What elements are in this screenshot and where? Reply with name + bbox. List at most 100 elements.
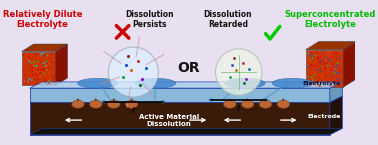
Point [319, 75, 325, 77]
Point [33, 55, 39, 57]
Point [305, 76, 311, 78]
Text: Electrode: Electrode [307, 114, 341, 119]
Point [45, 83, 51, 85]
Point [46, 80, 52, 82]
Point [318, 66, 324, 68]
Point [29, 74, 35, 77]
Point [41, 72, 47, 75]
Point [34, 83, 40, 85]
Point [310, 79, 316, 81]
Point [315, 58, 321, 60]
Point [48, 52, 54, 55]
Point [44, 54, 50, 57]
Point [315, 69, 321, 71]
Point [332, 71, 338, 74]
Point [119, 75, 125, 78]
Point [45, 62, 51, 64]
Point [34, 74, 40, 76]
Point [34, 53, 40, 55]
Point [334, 80, 340, 82]
Point [35, 60, 41, 63]
Ellipse shape [272, 78, 312, 88]
Point [40, 69, 46, 71]
Point [24, 65, 30, 67]
Point [322, 57, 328, 59]
Point [29, 70, 36, 72]
Point [51, 80, 57, 83]
Ellipse shape [107, 100, 120, 108]
Point [317, 56, 323, 58]
Point [31, 78, 37, 81]
Ellipse shape [277, 100, 290, 108]
Point [45, 65, 51, 67]
Point [31, 61, 37, 63]
Point [135, 60, 141, 62]
Polygon shape [56, 44, 68, 85]
Point [305, 63, 311, 66]
Point [227, 75, 233, 78]
Point [25, 80, 31, 83]
Point [312, 80, 318, 83]
Point [22, 80, 28, 82]
Ellipse shape [90, 100, 102, 108]
Point [30, 74, 36, 76]
Point [47, 79, 53, 81]
Point [327, 59, 333, 61]
Point [325, 65, 331, 67]
Point [313, 54, 319, 57]
Point [229, 64, 235, 66]
Point [34, 69, 40, 71]
Point [27, 69, 33, 72]
Point [310, 81, 316, 83]
Ellipse shape [242, 100, 254, 108]
Ellipse shape [223, 100, 236, 108]
Point [324, 62, 330, 64]
Circle shape [215, 49, 262, 95]
Point [27, 63, 33, 65]
Point [314, 57, 321, 59]
Point [313, 81, 319, 83]
Point [24, 78, 30, 80]
Point [45, 68, 51, 70]
Point [322, 73, 328, 76]
Point [37, 73, 43, 75]
Ellipse shape [259, 100, 272, 108]
Polygon shape [22, 44, 68, 51]
Point [246, 68, 253, 70]
Point [26, 60, 32, 63]
Point [318, 81, 324, 83]
Point [320, 60, 326, 63]
Point [320, 50, 326, 52]
Polygon shape [330, 96, 342, 135]
Point [328, 75, 334, 77]
Point [45, 69, 51, 71]
Point [38, 53, 44, 56]
Point [35, 68, 41, 70]
Point [314, 51, 320, 54]
Point [31, 65, 37, 67]
Text: Relatively Dilute
Electrolyte: Relatively Dilute Electrolyte [3, 10, 82, 29]
Point [29, 62, 35, 64]
Point [317, 63, 323, 65]
Point [41, 62, 47, 65]
Point [325, 55, 331, 57]
Point [138, 83, 144, 86]
Point [27, 66, 33, 68]
Point [333, 52, 339, 55]
Point [37, 60, 43, 62]
Point [34, 65, 40, 67]
Point [42, 81, 48, 83]
Polygon shape [30, 128, 342, 135]
Point [38, 68, 44, 70]
Point [308, 52, 314, 54]
Point [23, 83, 29, 85]
Point [26, 78, 32, 80]
Point [313, 82, 319, 84]
Point [332, 65, 338, 68]
Point [23, 81, 29, 83]
Text: $\ell$: $\ell$ [236, 103, 241, 113]
Point [41, 68, 47, 70]
Point [312, 74, 318, 76]
Ellipse shape [225, 78, 265, 88]
Point [241, 82, 247, 84]
